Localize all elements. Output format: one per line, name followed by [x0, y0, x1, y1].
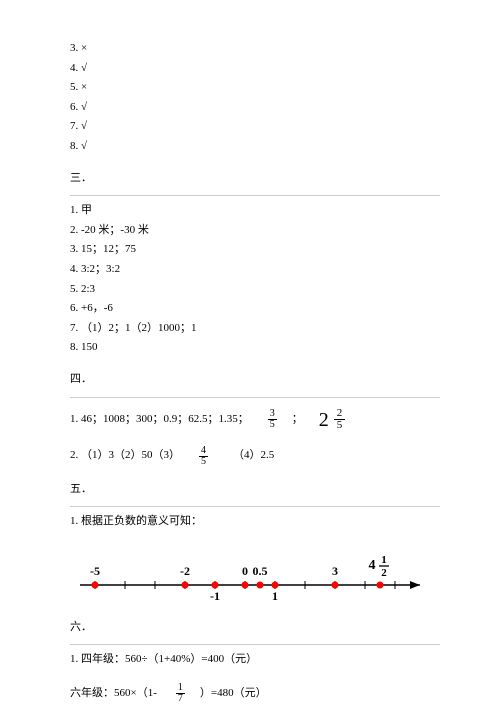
sec6-line-2: 六年级：560×（1- 1 7 ）=480（元）: [70, 683, 440, 704]
number-line-diagram: -5-2-100.513412: [70, 545, 440, 605]
sec4-line2-b: （4）2.5: [233, 447, 274, 465]
svg-text:1: 1: [272, 589, 278, 603]
svg-text:0: 0: [242, 564, 248, 578]
section-6-header: 六．: [70, 619, 440, 637]
svg-text:-1: -1: [210, 589, 220, 603]
sec3-line: 7. （1）2；1（2）1000；1: [70, 320, 440, 338]
mixed-2-2-5: 2 2 5: [319, 404, 349, 436]
sec4-line2-a: 2. （1）3（2）50（3）: [70, 447, 180, 465]
sec3-line: 3. 15；12；75: [70, 241, 440, 259]
svg-text:-2: -2: [180, 564, 190, 578]
svg-text:1: 1: [381, 554, 387, 566]
fraction-3-5: 3 5: [268, 409, 277, 430]
fraction-denominator: 7: [176, 694, 185, 704]
sec3-line: 6. +6，-6: [70, 300, 440, 318]
sec6-line2-a: 六年级：560×（1-: [70, 685, 157, 703]
section-4-body: 1. 46；1008；300；0.9；62.5；1.35； 3 5 ； 2 2 …: [70, 404, 440, 467]
mixed-whole: 2: [319, 404, 329, 436]
sec6-line2-b: ）=480（元）: [200, 685, 267, 703]
divider: [70, 644, 440, 645]
svg-text:3: 3: [332, 564, 338, 578]
sec3-line: 5. 2:3: [70, 281, 440, 299]
top-item: 5. ×: [70, 79, 440, 97]
separator: ；: [292, 411, 303, 429]
top-item: 7. √: [70, 118, 440, 136]
divider: [70, 506, 440, 507]
fraction-denominator: 5: [334, 420, 346, 431]
sec5-line-1: 1. 根据正负数的意义可知：: [70, 513, 440, 531]
section-5-header: 五．: [70, 481, 440, 499]
divider: [70, 195, 440, 196]
sec3-line: 1. 甲: [70, 202, 440, 220]
svg-text:-5: -5: [90, 564, 100, 578]
sec3-line: 4. 3:2；3:2: [70, 261, 440, 279]
svg-text:0.5: 0.5: [253, 564, 268, 578]
top-item: 3. ×: [70, 40, 440, 58]
top-answers: 3. × 4. √ 5. × 6. √ 7. √ 8. √: [70, 40, 440, 156]
top-item: 6. √: [70, 99, 440, 117]
sec3-line: 2. -20 米；-30 米: [70, 222, 440, 240]
fraction-denominator: 5: [268, 420, 277, 430]
sec4-line1-text: 1. 46；1008；300；0.9；62.5；1.35；: [70, 411, 249, 429]
sec4-line-2: 2. （1）3（2）50（3） 4 5 （4）2.5: [70, 446, 440, 467]
fraction-denominator: 5: [199, 457, 208, 467]
top-item: 4. √: [70, 60, 440, 78]
mixed-fraction: 2 5: [334, 408, 346, 431]
section-3-body: 1. 甲 2. -20 米；-30 米 3. 15；12；75 4. 3:2；3…: [70, 202, 440, 357]
fraction-4-5: 4 5: [199, 446, 208, 467]
divider: [70, 397, 440, 398]
section-3-header: 三．: [70, 170, 440, 188]
number-line-svg: -5-2-100.513412: [70, 545, 430, 605]
sec4-line-1: 1. 46；1008；300；0.9；62.5；1.35； 3 5 ； 2 2 …: [70, 404, 440, 436]
sec6-line-1: 1. 四年级：560÷（1+40%）=400（元）: [70, 651, 440, 669]
fraction-numerator: 4: [199, 446, 208, 457]
svg-text:4: 4: [369, 558, 376, 573]
svg-text:2: 2: [381, 567, 387, 579]
sec3-line: 8. 150: [70, 339, 440, 357]
fraction-1-7: 1 7: [176, 683, 185, 704]
top-item: 8. √: [70, 138, 440, 156]
section-4-header: 四．: [70, 371, 440, 389]
